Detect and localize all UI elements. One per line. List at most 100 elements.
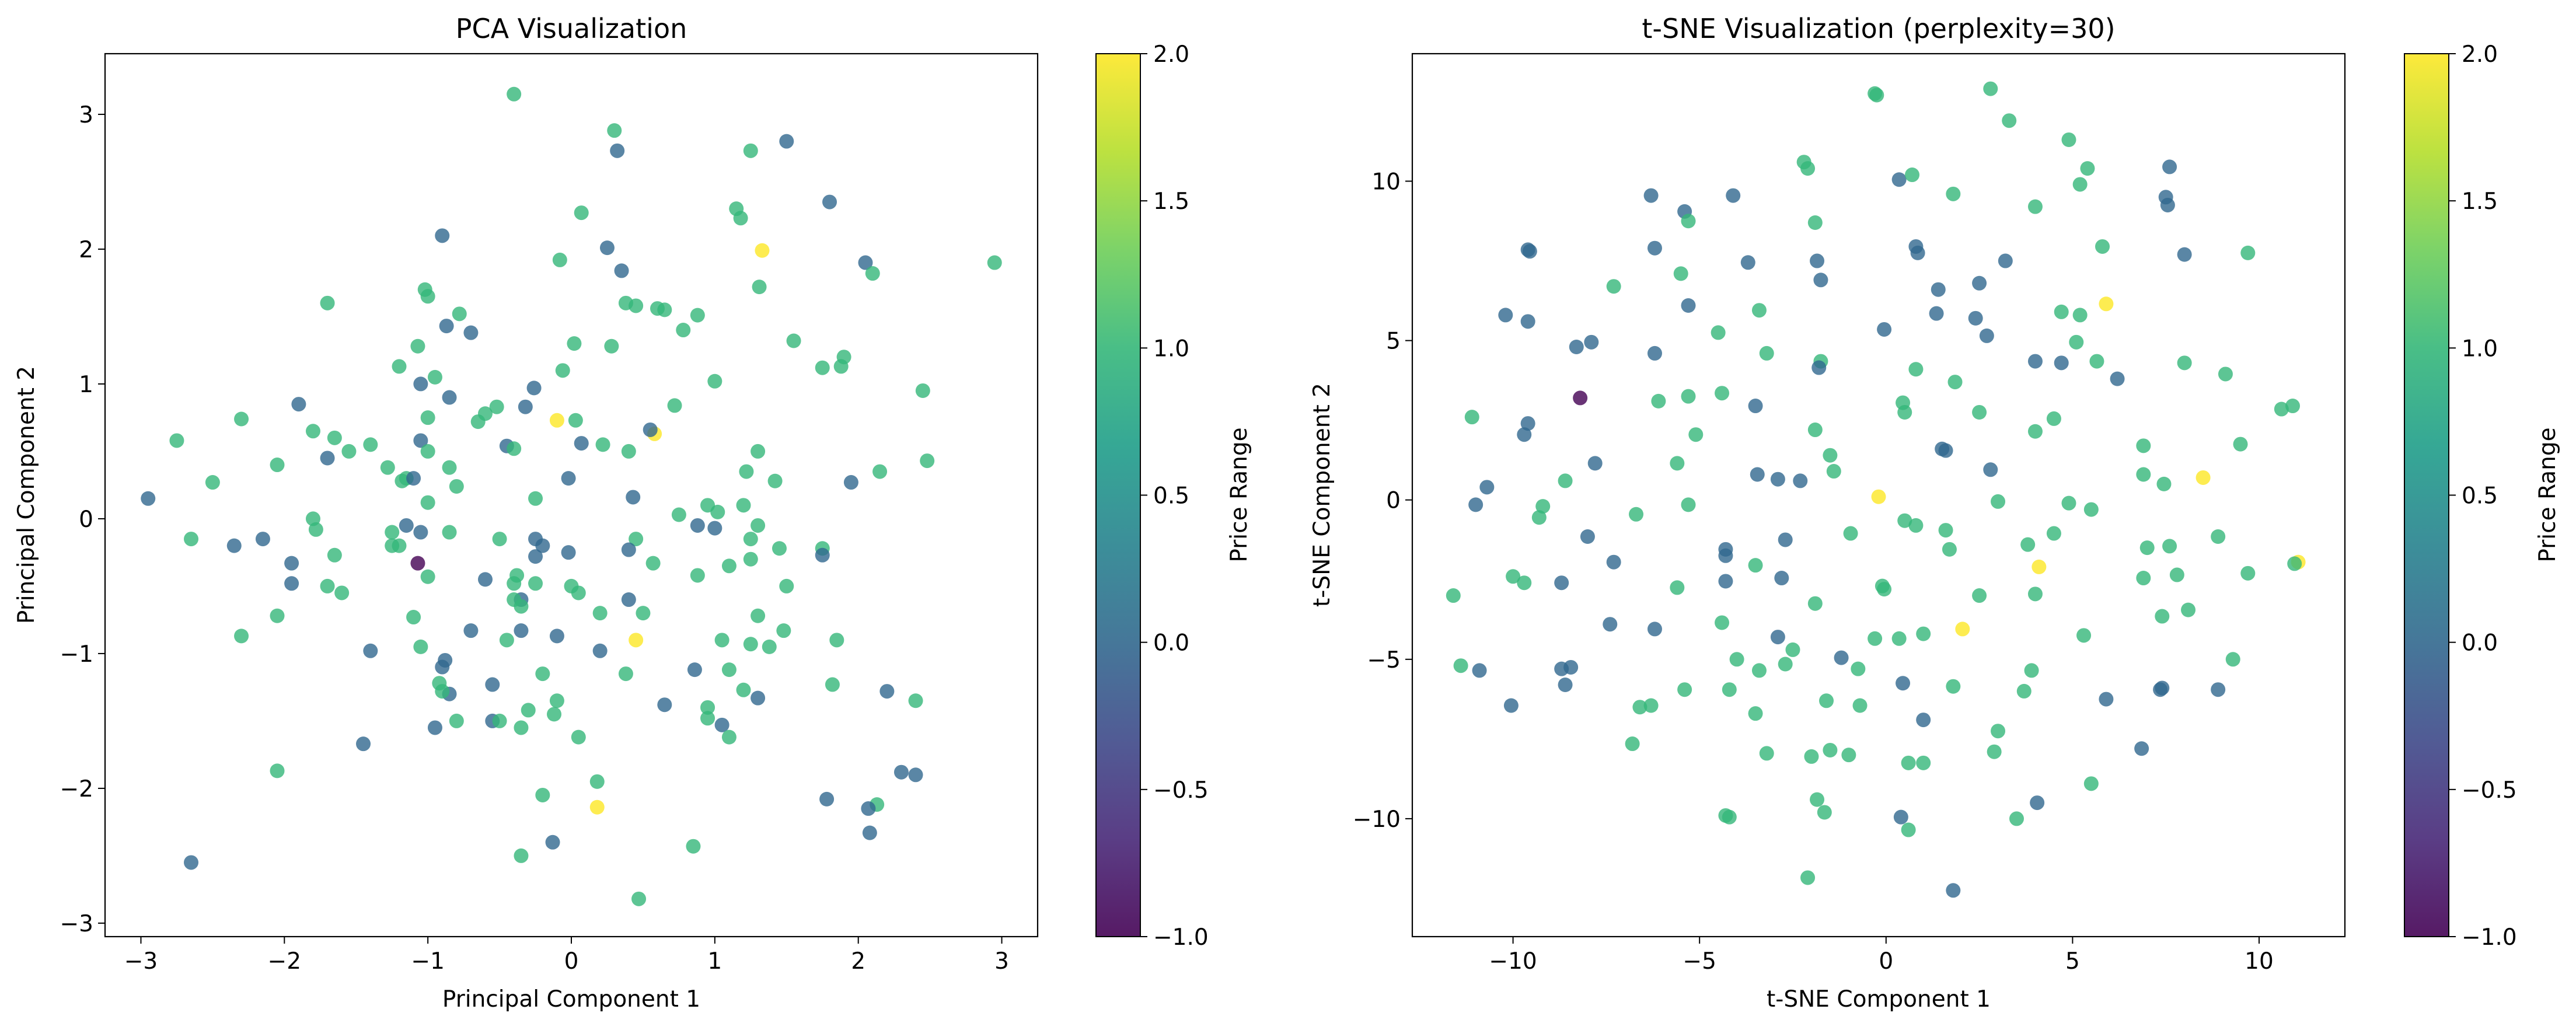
tsne-point xyxy=(2155,680,2170,696)
tsne-point xyxy=(2134,741,2149,756)
tsne-point xyxy=(2030,795,2045,811)
tsne-point xyxy=(1819,693,1834,708)
tsne-x-tick-label: 0 xyxy=(1879,948,1893,975)
tsne-point xyxy=(1972,275,1987,291)
pca-point xyxy=(636,606,651,621)
pca-y-tick-label: 1 xyxy=(79,372,93,398)
tsne-point xyxy=(1897,404,1912,420)
pca-colorbar-tick-label: 1.0 xyxy=(1153,336,1189,362)
pca-point xyxy=(574,436,589,451)
tsne-point xyxy=(1891,172,1907,187)
tsne-point xyxy=(1852,698,1868,713)
tsne-y-ticks: −10 −5 0 5 10 xyxy=(1353,169,1412,833)
tsne-point xyxy=(2089,354,2104,369)
tsne-point xyxy=(1535,499,1551,514)
tsne-point xyxy=(1968,310,1983,326)
pca-point xyxy=(514,848,529,863)
pca-point xyxy=(700,711,715,726)
pca-point xyxy=(410,556,425,571)
tsne-point xyxy=(1929,306,1944,321)
tsne-point xyxy=(1673,266,1688,281)
tsne-point xyxy=(1770,630,1785,645)
pca-point xyxy=(733,211,748,226)
tsne-point xyxy=(1587,456,1603,471)
pca-point xyxy=(489,399,504,414)
tsne-point xyxy=(1759,746,1774,761)
tsne-point xyxy=(1573,390,1588,406)
tsne-point xyxy=(2139,540,2155,556)
pca-colorbar-tick-label: 0.5 xyxy=(1153,483,1189,509)
tsne-point xyxy=(1869,88,1884,103)
pca-point xyxy=(427,369,442,385)
tsne-point xyxy=(1826,464,1841,479)
tsne-point xyxy=(1851,661,1866,676)
pca-point xyxy=(592,643,608,658)
pca-point xyxy=(739,464,754,479)
pca-point xyxy=(631,891,647,906)
tsne-point xyxy=(1677,682,1692,697)
pca-point xyxy=(341,444,357,459)
pca-point xyxy=(528,576,543,591)
tsne-colorbar: −1.0 −0.5 0.0 0.5 1.0 1.5 2.0 Price Range xyxy=(2404,41,2561,951)
pca-point xyxy=(449,713,464,728)
tsne-point xyxy=(2156,476,2172,491)
tsne-point xyxy=(1942,542,1957,557)
tsne-point xyxy=(1472,663,1487,678)
tsne-y-tick-label: −5 xyxy=(1367,647,1401,673)
tsne-point xyxy=(1946,186,1961,201)
tsne-point xyxy=(1722,809,1737,825)
pca-point xyxy=(492,532,507,547)
pca-colorbar-label: Price Range xyxy=(1226,427,1252,562)
tsne-point xyxy=(2177,355,2192,371)
tsne-point xyxy=(1877,582,1892,597)
pca-point xyxy=(406,471,421,486)
pca-point xyxy=(439,319,454,334)
pca-point xyxy=(690,568,705,583)
pca-point xyxy=(920,453,935,469)
tsne-point xyxy=(1647,345,1662,361)
pca-point xyxy=(657,697,672,713)
pca-title: PCA Visualization xyxy=(456,13,687,44)
pca-point xyxy=(825,677,840,692)
tsne-point xyxy=(2287,556,2302,571)
pca-point xyxy=(833,359,849,374)
tsne-point xyxy=(2076,628,2092,643)
pca-point xyxy=(614,263,629,278)
pca-point xyxy=(568,413,583,428)
tsne-point xyxy=(1498,308,1513,323)
pca-point xyxy=(549,413,564,428)
tsne-point xyxy=(1580,529,1595,544)
pca-point xyxy=(819,791,835,806)
tsne-point xyxy=(2136,467,2151,482)
pca-point xyxy=(657,302,672,317)
pca-point xyxy=(607,123,622,138)
pca-x-tick-label: −1 xyxy=(411,948,445,975)
pca-point xyxy=(442,525,457,540)
tsne-point xyxy=(1468,497,1484,512)
tsne-point xyxy=(1506,569,1521,584)
tsne-point xyxy=(2099,296,2114,312)
pca-point xyxy=(621,444,636,459)
pca-point xyxy=(618,666,633,682)
pca-point xyxy=(363,437,378,452)
pca-points xyxy=(141,86,1002,906)
tsne-point xyxy=(1726,188,1741,203)
pca-point xyxy=(908,767,923,783)
pca-y-tick-label: 3 xyxy=(79,102,93,128)
pca-point xyxy=(751,690,766,706)
tsne-colorbar-tick-label: −1.0 xyxy=(2462,924,2517,951)
pca-point xyxy=(743,143,758,158)
pca-point xyxy=(392,538,407,553)
pca-point xyxy=(470,414,486,430)
pca-point xyxy=(626,490,641,505)
pca-point xyxy=(320,451,335,466)
tsne-point xyxy=(1647,240,1662,256)
tsne-point xyxy=(1991,494,2006,509)
tsne-point xyxy=(1670,456,1685,471)
pca-point xyxy=(687,662,702,678)
tsne-point xyxy=(2061,132,2076,147)
tsne-point xyxy=(1647,622,1662,637)
pca-point xyxy=(555,363,570,378)
tsne-point xyxy=(1810,253,1825,268)
